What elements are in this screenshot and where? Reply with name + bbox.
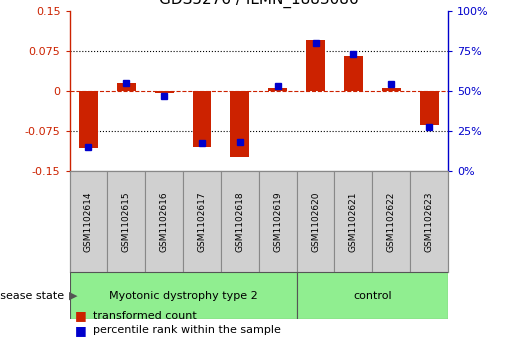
Bar — [372, 171, 410, 272]
Bar — [230, 91, 249, 157]
Bar — [117, 83, 136, 91]
Text: GSM1102623: GSM1102623 — [425, 191, 434, 252]
Text: GSM1102616: GSM1102616 — [160, 191, 168, 252]
Bar — [420, 91, 439, 125]
Bar — [221, 171, 259, 272]
Bar — [183, 171, 221, 272]
Text: GSM1102615: GSM1102615 — [122, 191, 131, 252]
Bar — [154, 91, 174, 93]
Text: percentile rank within the sample: percentile rank within the sample — [93, 325, 281, 335]
Bar — [70, 171, 107, 272]
Bar — [306, 40, 325, 91]
Bar — [268, 88, 287, 91]
Text: disease state: disease state — [0, 291, 64, 301]
Bar — [193, 91, 212, 147]
Text: GSM1102621: GSM1102621 — [349, 191, 358, 252]
Text: ■: ■ — [75, 309, 87, 322]
Bar — [297, 171, 335, 272]
Bar — [344, 56, 363, 91]
Bar — [107, 171, 145, 272]
Text: Myotonic dystrophy type 2: Myotonic dystrophy type 2 — [109, 291, 258, 301]
Title: GDS5276 / ILMN_1883086: GDS5276 / ILMN_1883086 — [159, 0, 358, 8]
Text: GSM1102622: GSM1102622 — [387, 191, 396, 252]
Bar — [297, 272, 448, 319]
Bar — [259, 171, 297, 272]
Text: GSM1102617: GSM1102617 — [198, 191, 207, 252]
Text: control: control — [353, 291, 392, 301]
Bar — [145, 171, 183, 272]
Text: transformed count: transformed count — [93, 311, 196, 321]
Text: GSM1102618: GSM1102618 — [235, 191, 244, 252]
Text: GSM1102620: GSM1102620 — [311, 191, 320, 252]
Text: GSM1102619: GSM1102619 — [273, 191, 282, 252]
Bar — [410, 171, 448, 272]
Bar — [382, 88, 401, 91]
Bar — [79, 91, 98, 148]
Bar — [70, 272, 297, 319]
Text: GSM1102614: GSM1102614 — [84, 191, 93, 252]
Text: ▶: ▶ — [69, 291, 78, 301]
Text: ■: ■ — [75, 324, 87, 337]
Bar — [335, 171, 372, 272]
